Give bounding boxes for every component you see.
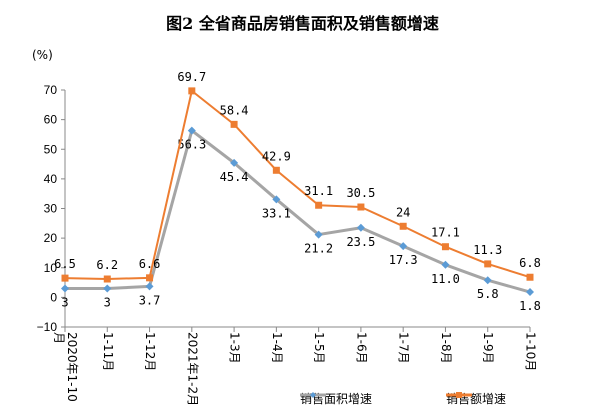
data-label: 6.5	[54, 257, 76, 271]
x-tick-label: 1-3月	[227, 332, 242, 364]
data-label: 45.4	[220, 170, 249, 184]
data-label: 21.2	[304, 242, 333, 256]
data-label: 1.8	[519, 299, 541, 313]
legend-area-marker-icon	[300, 392, 326, 398]
data-label: 56.3	[177, 138, 206, 152]
data-label: 31.1	[304, 184, 333, 198]
data-point-sales	[441, 243, 449, 251]
legend-item-area: 销售面积增速	[300, 390, 372, 407]
data-point-sales	[272, 166, 280, 174]
data-label: 6.6	[139, 257, 161, 271]
data-label: 5.8	[477, 287, 499, 301]
y-tick-label: 0	[50, 290, 57, 304]
x-tick-label: 2021年1-2月	[185, 332, 200, 407]
data-point-sales	[103, 275, 111, 283]
data-point-area	[441, 260, 450, 269]
data-label: 58.4	[220, 103, 249, 117]
data-point-area	[526, 288, 534, 297]
data-label: 24	[396, 205, 410, 219]
data-point-area	[103, 284, 112, 293]
x-tick-label: 2020年1-10月	[52, 332, 79, 402]
y-tick-label: 60	[44, 113, 58, 127]
data-point-sales	[484, 260, 492, 268]
x-tick-label: 1-9月	[481, 332, 496, 364]
data-label: 33.1	[262, 206, 291, 220]
x-tick-label: 1-7月	[396, 332, 411, 364]
x-tick-label: 1-5月	[312, 332, 327, 364]
data-label: 11.3	[473, 243, 502, 257]
data-label: 6.8	[519, 256, 541, 270]
y-tick-label: 20	[44, 231, 58, 245]
y-tick-label: −10	[37, 320, 58, 334]
data-point-area	[61, 284, 69, 293]
x-tick-label: 1-8月	[438, 332, 453, 364]
data-point-area	[145, 282, 154, 291]
data-point-sales	[315, 201, 323, 209]
data-point-area	[399, 242, 408, 251]
data-point-sales	[188, 87, 196, 95]
data-point-area	[187, 126, 196, 135]
y-tick-label: 40	[44, 172, 58, 186]
data-point-sales	[357, 203, 365, 211]
y-tick-label: 70	[44, 83, 58, 97]
data-label: 17.1	[431, 226, 460, 240]
y-tick-label: 50	[44, 142, 58, 156]
data-point-sales	[526, 273, 534, 281]
y-axis-label: (%)	[32, 48, 53, 62]
data-label: 23.5	[346, 235, 375, 249]
y-tick-label: 10	[44, 261, 58, 275]
x-tick-label: 1-11月	[100, 332, 115, 372]
data-point-sales	[399, 222, 407, 230]
data-point-sales	[230, 120, 238, 128]
data-label: 3	[61, 295, 68, 309]
data-label: 17.3	[389, 253, 418, 267]
data-point-sales	[61, 274, 69, 282]
data-point-area	[314, 230, 323, 239]
data-point-area	[483, 276, 492, 285]
series-line-1	[64, 89, 531, 281]
data-point-area	[272, 195, 281, 204]
x-tick-label: 1-10月	[523, 332, 538, 372]
data-label: 3.7	[139, 293, 161, 307]
chart-title: 图2 全省商品房销售面积及销售额增速	[166, 14, 439, 33]
x-tick-label: 1-12月	[143, 332, 158, 372]
x-tick-label: 1-4月	[269, 332, 284, 364]
data-point-area	[230, 158, 239, 167]
x-tick-label: 1-6月	[354, 332, 369, 364]
data-point-sales	[146, 274, 154, 282]
series-line-0	[65, 129, 531, 294]
data-label: 69.7	[177, 70, 206, 84]
data-label: 42.9	[262, 149, 291, 163]
data-label: 3	[104, 295, 111, 309]
data-label: 11.0	[431, 272, 460, 286]
data-label: 30.5	[346, 186, 375, 200]
y-tick-label: 30	[44, 202, 58, 216]
data-point-area	[356, 223, 365, 232]
data-label: 6.2	[96, 258, 118, 272]
legend-sales-marker-icon	[446, 392, 472, 398]
legend-item-sales: 销售额增速	[446, 390, 506, 407]
